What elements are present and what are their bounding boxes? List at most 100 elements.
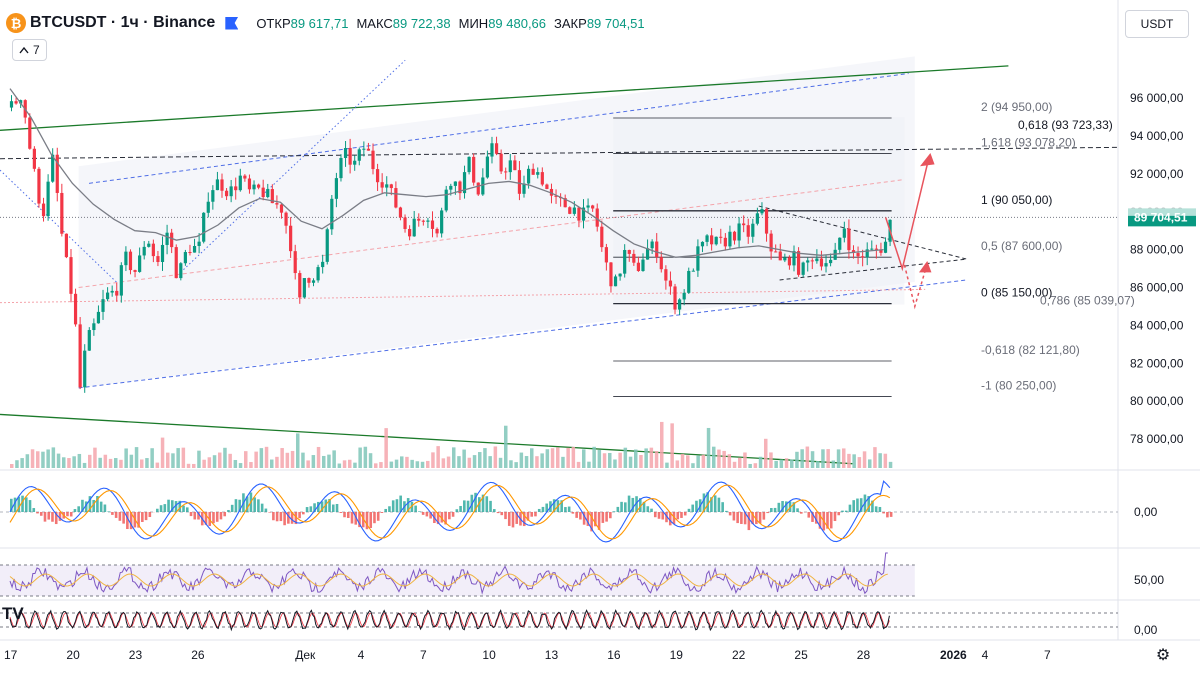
- macd-histogram-bar: [414, 505, 417, 512]
- macd-histogram-bar: [324, 499, 328, 512]
- indicators-toggle-button[interactable]: 7: [12, 39, 47, 61]
- y-tick-label: 88 000,00: [1130, 243, 1184, 257]
- macd-histogram-bar: [204, 512, 208, 525]
- candle-body: [677, 299, 682, 310]
- volume-bar: [311, 455, 316, 468]
- macd-histogram-bar: [92, 499, 95, 512]
- candle-body: [563, 198, 567, 208]
- volume-bar: [400, 456, 404, 468]
- x-tick-label: 16: [607, 648, 621, 662]
- macd-histogram-bar: [758, 512, 762, 524]
- volume-bar: [597, 450, 602, 468]
- macd-histogram-bar: [616, 506, 620, 512]
- volume-bar: [758, 456, 763, 468]
- macd-histogram-bar: [725, 510, 728, 512]
- volume-bar: [582, 449, 586, 468]
- macd-histogram-bar: [799, 512, 803, 514]
- volume-bar: [795, 451, 799, 468]
- macd-histogram-bar: [24, 497, 28, 512]
- volume-bar: [280, 448, 284, 468]
- candle-body: [124, 251, 128, 266]
- candle-body: [801, 262, 805, 275]
- osc-signal-line: [9, 612, 890, 628]
- volume-bar: [738, 457, 742, 468]
- volume-bar: [275, 456, 279, 468]
- macd-histogram-bar: [624, 502, 627, 512]
- flag-icon[interactable]: [225, 16, 239, 30]
- volume-bar: [327, 454, 331, 468]
- candle-body: [115, 290, 119, 296]
- candle-body: [691, 270, 695, 272]
- macd-histogram-bar: [653, 512, 657, 518]
- candle-body: [389, 184, 393, 189]
- macd-histogram-bar: [871, 500, 874, 512]
- macd-histogram-bar: [122, 512, 125, 524]
- macd-histogram-bar: [511, 512, 515, 528]
- macd-histogram-bar: [706, 492, 709, 512]
- x-tick-label: 4: [358, 648, 365, 662]
- lower-trendline: [0, 413, 853, 465]
- volume-bar: [457, 456, 461, 468]
- volume-bar: [46, 449, 50, 468]
- macd-histogram-bar: [331, 504, 335, 512]
- macd-histogram-bar: [766, 512, 769, 514]
- symbol-header: ₿ BTCUSDT · 1ч · Binance ОТКР89 617,71 М…: [6, 10, 659, 36]
- volume-bar: [160, 437, 165, 468]
- macd-histogram-bar: [114, 512, 118, 518]
- candle-body: [105, 292, 110, 300]
- macd-histogram-bar: [182, 505, 185, 512]
- gear-icon[interactable]: ⚙: [1155, 647, 1171, 664]
- volume-bar: [509, 460, 513, 468]
- volume-bar: [228, 453, 232, 468]
- macd-histogram-bar: [185, 507, 189, 512]
- candle-body: [645, 248, 650, 260]
- candle-body: [600, 226, 604, 248]
- macd-histogram-bar: [478, 497, 481, 512]
- candle-body: [311, 280, 316, 283]
- candle-body: [545, 184, 549, 189]
- currency-button[interactable]: USDT: [1125, 10, 1189, 38]
- macd-histogram-bar: [687, 508, 691, 512]
- volume-bar: [800, 449, 804, 468]
- macd-histogram-bar: [129, 512, 133, 530]
- macd-histogram-bar: [770, 508, 773, 512]
- volume-bar: [878, 453, 882, 468]
- candle-body: [119, 265, 123, 296]
- candle-body: [270, 189, 274, 204]
- macd-histogram-bar: [384, 508, 387, 512]
- macd-histogram-bar: [305, 507, 309, 512]
- candle-body: [266, 189, 270, 198]
- volume-bar: [140, 459, 144, 468]
- macd-histogram-bar: [747, 512, 751, 531]
- candle-body: [783, 257, 787, 261]
- y-tick-label: 92 000,00: [1130, 167, 1184, 181]
- candle-body: [664, 269, 668, 281]
- macd-histogram-bar: [552, 499, 556, 512]
- currency-label: USDT: [1140, 17, 1174, 31]
- macd-histogram-bar: [515, 512, 519, 524]
- volume-bar: [660, 421, 664, 468]
- macd-histogram-bar: [762, 512, 766, 520]
- x-tick-label: 28: [857, 648, 871, 662]
- volume-bar: [363, 446, 368, 468]
- y-tick-label: 84 000,00: [1130, 318, 1184, 332]
- candle-body: [321, 261, 325, 268]
- macd-histogram-bar: [358, 512, 361, 528]
- macd-histogram-bar: [597, 512, 601, 530]
- volume-bar: [249, 462, 253, 468]
- candle-body: [160, 244, 165, 262]
- macd-histogram-bar: [219, 512, 223, 520]
- volume-bar: [186, 463, 191, 468]
- x-tick-label: 13: [545, 648, 559, 662]
- candle-body: [568, 207, 572, 214]
- candle-body: [819, 258, 824, 267]
- median-line: [78, 179, 905, 289]
- macd-histogram-bar: [586, 512, 590, 526]
- symbol-title[interactable]: BTCUSDT · 1ч · Binance: [30, 14, 216, 31]
- macd-histogram-bar: [111, 512, 114, 515]
- candle-body: [64, 233, 69, 258]
- macd-histogram-bar: [665, 512, 668, 523]
- volume-bar: [857, 457, 862, 468]
- candle-body: [28, 117, 32, 149]
